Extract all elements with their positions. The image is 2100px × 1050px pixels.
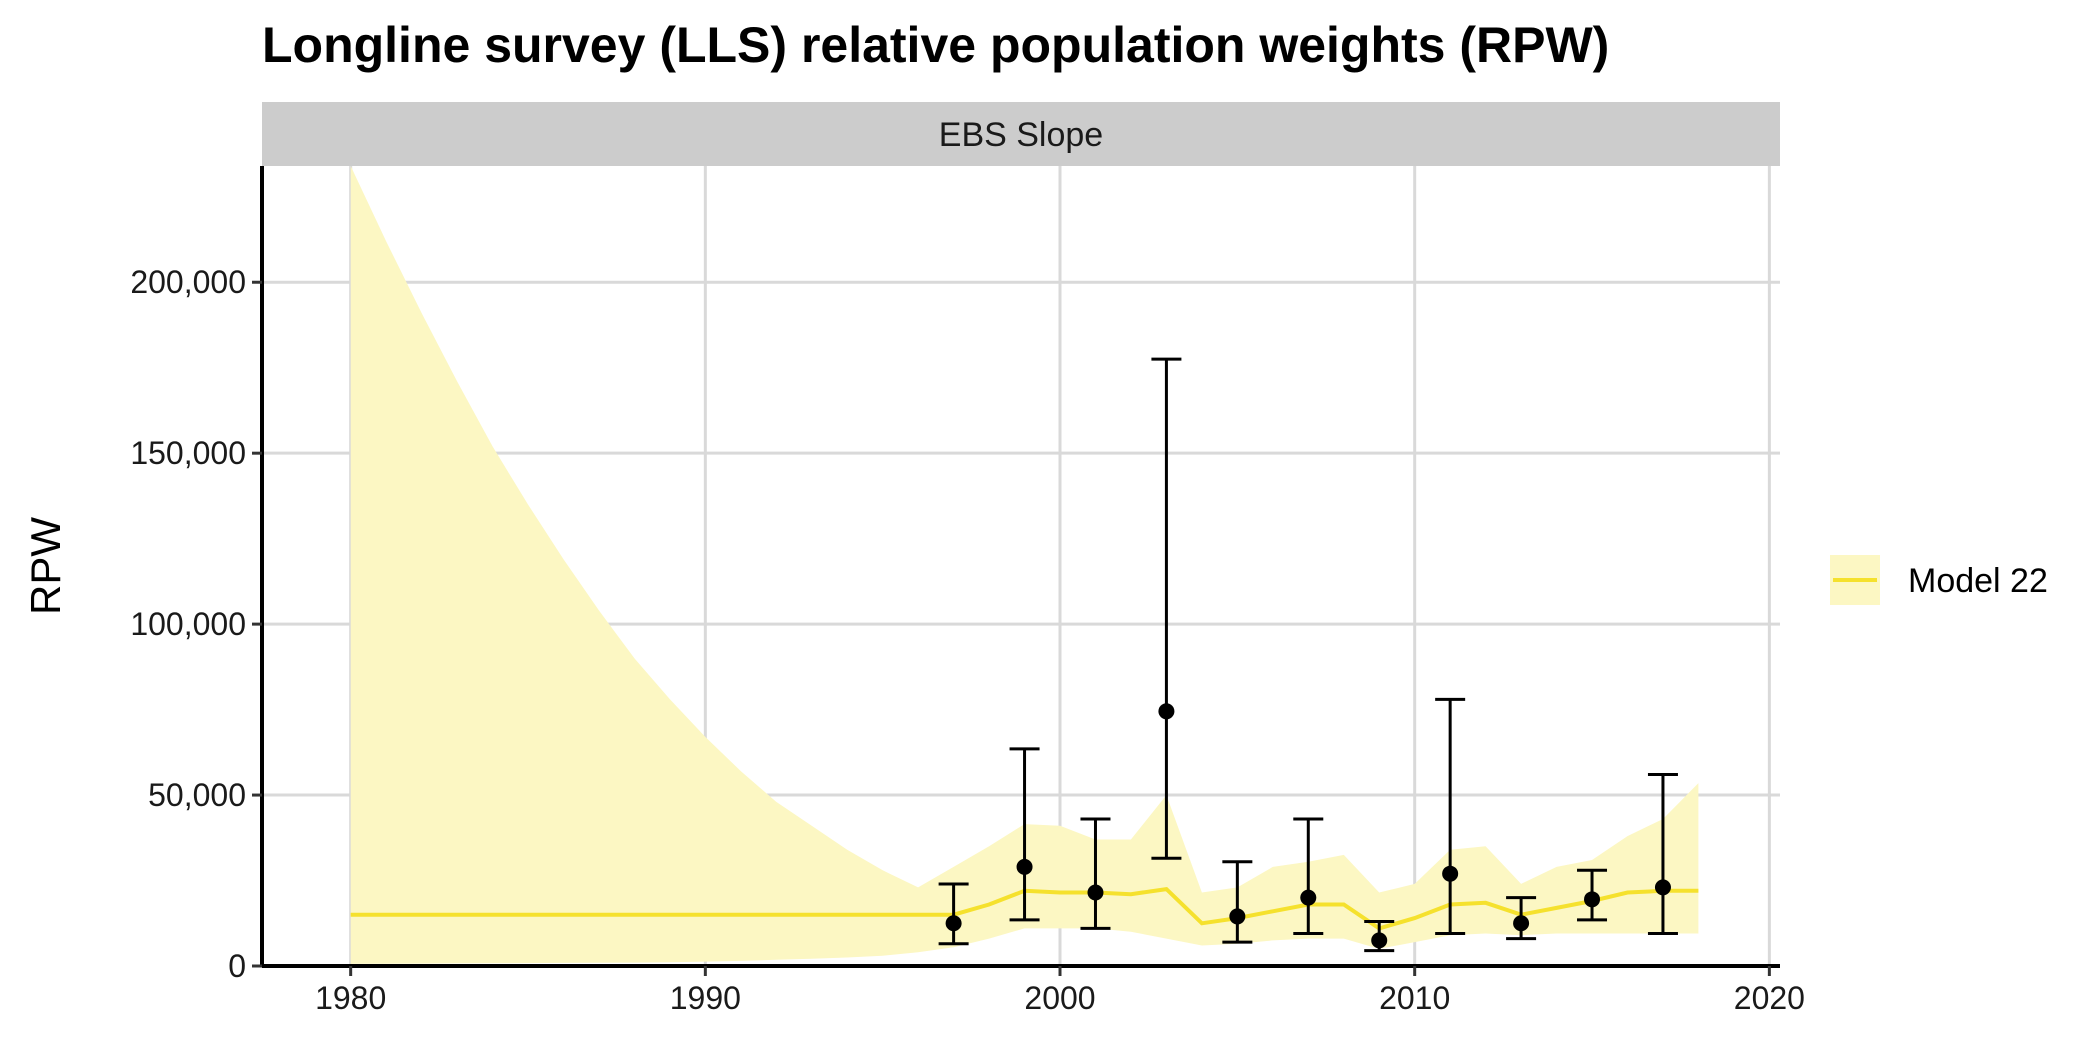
x-tick-label: 2020 — [1734, 980, 1805, 1016]
observed-point — [945, 915, 962, 932]
observed-point — [1016, 858, 1033, 875]
x-tick-label: 2010 — [1379, 980, 1450, 1016]
legend-label-model-22: Model 22 — [1908, 562, 2048, 600]
observed-point — [1584, 891, 1601, 908]
observed-point — [1442, 865, 1459, 882]
chart-title: Longline survey (LLS) relative populatio… — [262, 17, 1609, 73]
observed-point-group — [1647, 773, 1678, 936]
observed-point-group — [1151, 357, 1182, 860]
y-tick-label: 150,000 — [130, 435, 246, 471]
observed-point — [1513, 915, 1530, 932]
x-tick-label: 2000 — [1024, 980, 1095, 1016]
observed-point-group — [1222, 860, 1253, 944]
observed-point-group — [938, 882, 969, 946]
plot-area — [262, 166, 1780, 968]
observed-point-group — [1293, 817, 1324, 936]
x-axis-ticks: 1980 1990 2000 2010 2020 — [315, 966, 1805, 1016]
observed-point-group — [1577, 868, 1608, 922]
observed-point — [1654, 879, 1671, 896]
facet-strip-label: EBS Slope — [939, 116, 1103, 154]
observed-point — [1300, 889, 1317, 906]
legend: Model 22 — [1830, 555, 2048, 605]
observed-point — [1371, 932, 1388, 949]
observed-points — [938, 357, 1678, 953]
facet-strip — [262, 102, 1780, 166]
x-tick-label: 1980 — [315, 980, 386, 1016]
observed-point-group — [1506, 896, 1537, 941]
observed-point-group — [1435, 697, 1466, 936]
y-axis-ticks: 0 50,000 100,000 150,000 200,000 — [130, 264, 262, 984]
model-confidence-band — [350, 166, 1699, 964]
y-tick-label: 100,000 — [130, 606, 246, 642]
y-tick-label: 200,000 — [130, 264, 246, 300]
observed-point-group — [1364, 920, 1395, 953]
y-tick-label: 50,000 — [148, 777, 246, 813]
observed-point-group — [1080, 817, 1111, 930]
y-tick-label: 0 — [228, 948, 246, 984]
observed-point-group — [1009, 747, 1040, 922]
y-axis-title: RPW — [22, 517, 69, 615]
observed-point — [1087, 884, 1104, 901]
x-tick-label: 1990 — [670, 980, 741, 1016]
observed-point — [1158, 703, 1175, 720]
observed-point — [1229, 908, 1246, 925]
